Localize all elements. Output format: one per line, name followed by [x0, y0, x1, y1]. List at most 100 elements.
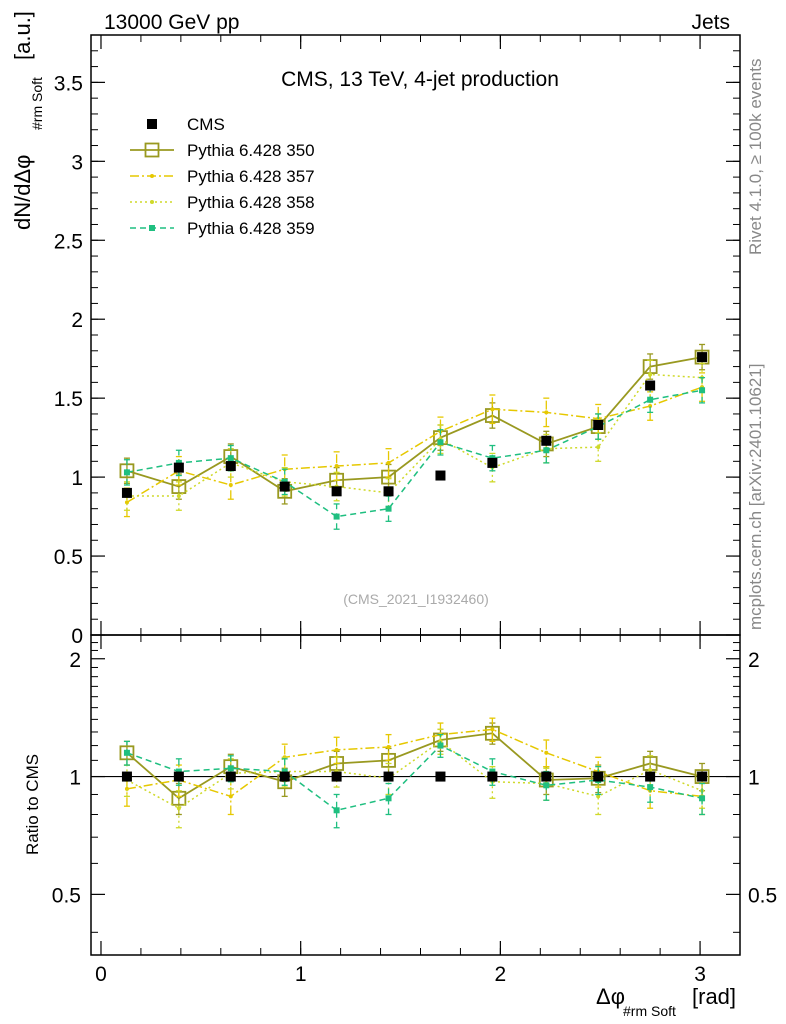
y-tick-label: 1.5 [54, 388, 83, 411]
x-tick-label: 3 [694, 963, 706, 986]
y-tick-label: 0 [71, 625, 83, 648]
data-point [543, 782, 550, 789]
data-point [437, 439, 444, 446]
data-point [543, 447, 550, 454]
data-point [541, 435, 552, 446]
data-point [383, 486, 394, 497]
legend-label: Pythia 6.428 350 [187, 141, 315, 160]
data-point [490, 407, 495, 412]
legend-marker [149, 225, 155, 231]
series-pythia-6-428-350 [119, 722, 710, 816]
data-point [648, 767, 653, 772]
data-point [227, 765, 234, 772]
series-line [126, 389, 703, 518]
ratio-tick-label-right: 0.5 [748, 884, 777, 907]
data-point [331, 486, 342, 497]
ratio-tick-label-right: 1 [748, 767, 760, 790]
x-axis-label-main: Δφ [596, 984, 625, 1009]
series-pythia-6-428-357 [123, 717, 706, 816]
x-tick-label: 1 [295, 963, 307, 986]
main-panel-series [119, 343, 710, 530]
data-point [437, 742, 444, 749]
data-point [334, 747, 339, 752]
y-tick-label: 0.5 [54, 546, 83, 569]
data-point [123, 749, 130, 756]
ratio-panel-series [119, 717, 710, 829]
data-point [596, 445, 601, 450]
y-tick-label: 1 [71, 467, 83, 490]
data-point [648, 372, 653, 377]
series-line [126, 373, 703, 497]
data-point [699, 387, 706, 394]
data-point [279, 481, 290, 492]
legend-label: Pythia 6.428 358 [187, 193, 315, 212]
data-point [596, 794, 601, 799]
data-point [541, 771, 552, 782]
legend-marker [144, 142, 160, 158]
data-point [225, 461, 236, 472]
data-point [487, 457, 498, 468]
x-axis-label: Δφ #rm Soft [rad] [596, 984, 736, 1019]
data-point [435, 771, 446, 782]
y-tick-label: 2 [71, 309, 83, 332]
x-axis-label-unit: [rad] [692, 984, 736, 1009]
ratio-axis-label: Ratio to CMS [23, 754, 42, 855]
data-point [490, 727, 495, 732]
series-pythia-6-428-359 [123, 733, 706, 829]
data-point [176, 494, 181, 499]
x-axis-label-sub: #rm Soft [623, 1003, 676, 1019]
ratio-tick-label-left: 0.5 [52, 884, 81, 907]
series-cms [121, 352, 708, 498]
data-point [697, 771, 708, 782]
data-point [544, 410, 549, 415]
y-axis-label-sub: #rm Soft [29, 77, 45, 130]
series-line [126, 740, 703, 810]
legend-label: Pythia 6.428 359 [187, 219, 315, 238]
series-pythia-6-428-357 [123, 372, 706, 518]
data-point [173, 462, 184, 473]
data-point [331, 771, 342, 782]
legend: CMS Pythia 6.428 350 Pythia 6.428 357 Pythi… [130, 115, 315, 238]
data-point [593, 420, 604, 430]
data-point [176, 806, 181, 811]
ratio-tick-label-right: 2 [748, 649, 760, 672]
axis-ticks: 0 1 2 3 0 0.5 1 1.5 2 2.5 3 3.5 0.5 0.5 1 1 2 2 [52, 35, 777, 986]
y-tick-label: 3 [71, 151, 83, 174]
ratio-frame [90, 634, 741, 956]
series-line [126, 356, 703, 493]
data-point [124, 500, 129, 505]
data-point [699, 795, 706, 802]
ratio-tick-label-left: 1 [69, 767, 81, 790]
data-point [385, 505, 392, 512]
x-tick-label: 0 [95, 963, 107, 986]
analysis-tag: (CMS_2021_I1932460) [343, 591, 489, 607]
data-point [124, 786, 129, 791]
data-point [228, 483, 233, 487]
header-left: 13000 GeV pp [104, 11, 239, 34]
data-point [544, 750, 549, 755]
series-cms [121, 771, 708, 782]
chart-title: CMS, 13 TeV, 4-jet production [281, 68, 559, 91]
series-pythia-6-428-350 [119, 343, 710, 505]
data-point [333, 807, 340, 814]
data-point [121, 487, 132, 498]
data-point [121, 771, 132, 782]
data-point [645, 771, 656, 782]
data-point [333, 513, 340, 520]
data-point [435, 470, 446, 481]
x-tick-label: 2 [495, 963, 507, 986]
data-point [175, 768, 182, 775]
data-point [279, 771, 290, 782]
legend-marker [147, 119, 157, 129]
data-point [487, 771, 498, 782]
ratio-tick-label-left: 2 [69, 649, 81, 672]
data-point [385, 795, 392, 802]
data-point [173, 771, 184, 782]
data-point [593, 771, 604, 782]
rivet-label: Rivet 4.1.0, ≥ 100k events [746, 59, 765, 255]
legend-marker [150, 174, 154, 178]
data-point [386, 460, 391, 465]
data-point [489, 768, 496, 775]
header-right: Jets [691, 11, 730, 34]
